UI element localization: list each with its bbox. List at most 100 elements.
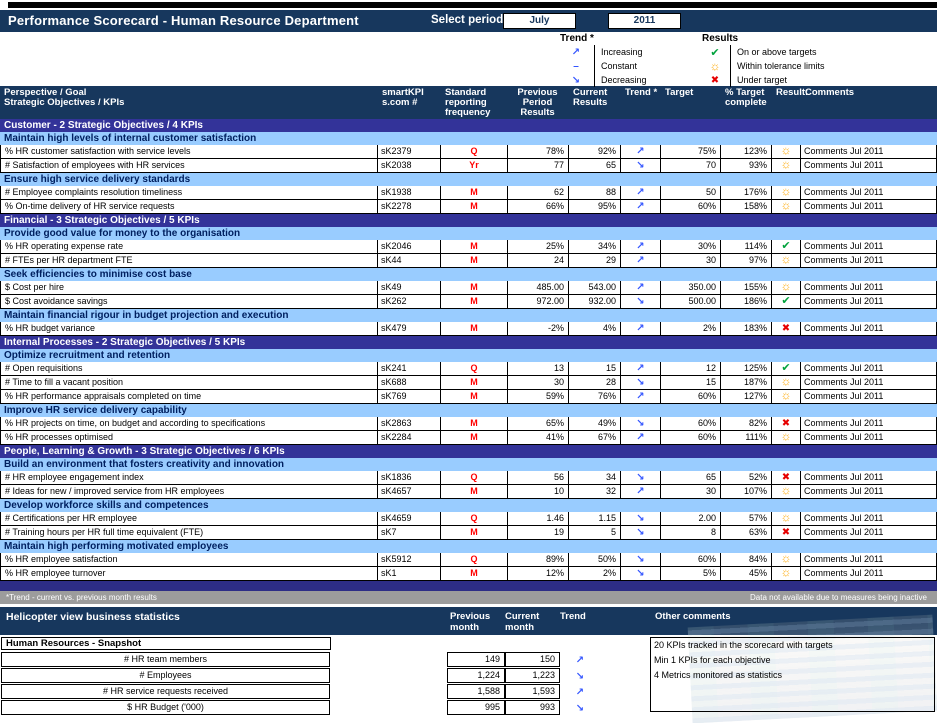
kpi-current-cell[interactable]: 92% xyxy=(569,145,621,158)
kpi-previous-cell[interactable]: 25% xyxy=(508,240,569,253)
kpi-current-cell[interactable]: 49% xyxy=(569,417,621,430)
kpi-current-cell[interactable]: 67% xyxy=(569,431,621,444)
kpi-target-complete-cell[interactable]: 52% xyxy=(721,471,772,484)
kpi-comments-cell[interactable]: Comments Jul 2011 xyxy=(801,526,937,539)
stat-previous-cell[interactable]: 149 xyxy=(447,652,505,667)
kpi-name-cell[interactable]: # Ideas for new / improved service from … xyxy=(0,485,378,498)
kpi-frequency-cell[interactable]: M xyxy=(441,295,508,308)
kpi-previous-cell[interactable]: 59% xyxy=(508,390,569,403)
kpi-comments-cell[interactable]: Comments Jul 2011 xyxy=(801,145,937,158)
kpi-comments-cell[interactable]: Comments Jul 2011 xyxy=(801,390,937,403)
kpi-target-cell[interactable]: 500.00 xyxy=(661,295,721,308)
kpi-target-cell[interactable]: 30% xyxy=(661,240,721,253)
kpi-target-complete-cell[interactable]: 63% xyxy=(721,526,772,539)
kpi-frequency-cell[interactable]: Q xyxy=(441,362,508,375)
kpi-current-cell[interactable]: 5 xyxy=(569,526,621,539)
kpi-current-cell[interactable]: 65 xyxy=(569,159,621,172)
kpi-previous-cell[interactable]: 13 xyxy=(508,362,569,375)
kpi-id-cell[interactable]: sK2379 xyxy=(378,145,441,158)
kpi-name-cell[interactable]: $ Cost per hire xyxy=(0,281,378,294)
kpi-comments-cell[interactable]: Comments Jul 2011 xyxy=(801,295,937,308)
kpi-frequency-cell[interactable]: M xyxy=(441,431,508,444)
kpi-frequency-cell[interactable]: M xyxy=(441,485,508,498)
kpi-current-cell[interactable]: 50% xyxy=(569,553,621,566)
kpi-target-complete-cell[interactable]: 97% xyxy=(721,254,772,267)
kpi-comments-cell[interactable]: Comments Jul 2011 xyxy=(801,376,937,389)
kpi-target-cell[interactable]: 60% xyxy=(661,431,721,444)
kpi-name-cell[interactable]: % On-time delivery of HR service request… xyxy=(0,200,378,213)
kpi-name-cell[interactable]: % HR operating expense rate xyxy=(0,240,378,253)
kpi-frequency-cell[interactable]: Q xyxy=(441,471,508,484)
kpi-id-cell[interactable]: sK1 xyxy=(378,567,441,580)
kpi-previous-cell[interactable]: 19 xyxy=(508,526,569,539)
kpi-target-cell[interactable]: 60% xyxy=(661,200,721,213)
kpi-current-cell[interactable]: 4% xyxy=(569,322,621,335)
kpi-target-complete-cell[interactable]: 127% xyxy=(721,390,772,403)
kpi-id-cell[interactable]: sK262 xyxy=(378,295,441,308)
kpi-target-complete-cell[interactable]: 176% xyxy=(721,186,772,199)
kpi-name-cell[interactable]: % HR employee turnover xyxy=(0,567,378,580)
kpi-comments-cell[interactable]: Comments Jul 2011 xyxy=(801,567,937,580)
kpi-current-cell[interactable]: 34% xyxy=(569,240,621,253)
kpi-previous-cell[interactable]: 485.00 xyxy=(508,281,569,294)
period-year-select[interactable]: 2011 xyxy=(608,13,681,29)
kpi-frequency-cell[interactable]: Q xyxy=(441,553,508,566)
kpi-comments-cell[interactable]: Comments Jul 2011 xyxy=(801,200,937,213)
kpi-current-cell[interactable]: 2% xyxy=(569,567,621,580)
kpi-previous-cell[interactable]: 972.00 xyxy=(508,295,569,308)
kpi-current-cell[interactable]: 28 xyxy=(569,376,621,389)
kpi-target-complete-cell[interactable]: 57% xyxy=(721,512,772,525)
kpi-frequency-cell[interactable]: M xyxy=(441,240,508,253)
kpi-target-complete-cell[interactable]: 123% xyxy=(721,145,772,158)
kpi-previous-cell[interactable]: 65% xyxy=(508,417,569,430)
kpi-frequency-cell[interactable]: Yr xyxy=(441,159,508,172)
kpi-comments-cell[interactable]: Comments Jul 2011 xyxy=(801,512,937,525)
kpi-target-complete-cell[interactable]: 114% xyxy=(721,240,772,253)
kpi-id-cell[interactable]: sK2863 xyxy=(378,417,441,430)
kpi-current-cell[interactable]: 543.00 xyxy=(569,281,621,294)
kpi-name-cell[interactable]: $ Cost avoidance savings xyxy=(0,295,378,308)
kpi-previous-cell[interactable]: 1.46 xyxy=(508,512,569,525)
kpi-frequency-cell[interactable]: M xyxy=(441,322,508,335)
kpi-current-cell[interactable]: 34 xyxy=(569,471,621,484)
kpi-frequency-cell[interactable]: M xyxy=(441,417,508,430)
kpi-id-cell[interactable]: sK1836 xyxy=(378,471,441,484)
kpi-comments-cell[interactable]: Comments Jul 2011 xyxy=(801,254,937,267)
kpi-frequency-cell[interactable]: Q xyxy=(441,145,508,158)
kpi-target-cell[interactable]: 30 xyxy=(661,254,721,267)
kpi-frequency-cell[interactable]: M xyxy=(441,567,508,580)
kpi-name-cell[interactable]: % HR performance appraisals completed on… xyxy=(0,390,378,403)
kpi-target-complete-cell[interactable]: 186% xyxy=(721,295,772,308)
kpi-target-complete-cell[interactable]: 84% xyxy=(721,553,772,566)
kpi-name-cell[interactable]: # HR employee engagement index xyxy=(0,471,378,484)
kpi-target-complete-cell[interactable]: 158% xyxy=(721,200,772,213)
kpi-target-cell[interactable]: 5% xyxy=(661,567,721,580)
kpi-name-cell[interactable]: # Open requisitions xyxy=(0,362,378,375)
kpi-current-cell[interactable]: 29 xyxy=(569,254,621,267)
kpi-current-cell[interactable]: 95% xyxy=(569,200,621,213)
kpi-target-cell[interactable]: 60% xyxy=(661,417,721,430)
kpi-id-cell[interactable]: sK1938 xyxy=(378,186,441,199)
kpi-comments-cell[interactable]: Comments Jul 2011 xyxy=(801,485,937,498)
kpi-id-cell[interactable]: sK2278 xyxy=(378,200,441,213)
kpi-id-cell[interactable]: sK5912 xyxy=(378,553,441,566)
kpi-target-complete-cell[interactable]: 183% xyxy=(721,322,772,335)
kpi-id-cell[interactable]: sK49 xyxy=(378,281,441,294)
kpi-target-cell[interactable]: 60% xyxy=(661,390,721,403)
kpi-comments-cell[interactable]: Comments Jul 2011 xyxy=(801,431,937,444)
kpi-target-cell[interactable]: 350.00 xyxy=(661,281,721,294)
kpi-frequency-cell[interactable]: M xyxy=(441,254,508,267)
kpi-target-complete-cell[interactable]: 82% xyxy=(721,417,772,430)
kpi-current-cell[interactable]: 76% xyxy=(569,390,621,403)
kpi-previous-cell[interactable]: 10 xyxy=(508,485,569,498)
kpi-id-cell[interactable]: sK2046 xyxy=(378,240,441,253)
stat-label-cell[interactable]: # Employees xyxy=(1,668,330,683)
kpi-target-cell[interactable]: 60% xyxy=(661,553,721,566)
kpi-comments-cell[interactable]: Comments Jul 2011 xyxy=(801,553,937,566)
stat-current-cell[interactable]: 1,223 xyxy=(505,668,560,683)
kpi-target-cell[interactable]: 2% xyxy=(661,322,721,335)
kpi-previous-cell[interactable]: 56 xyxy=(508,471,569,484)
kpi-comments-cell[interactable]: Comments Jul 2011 xyxy=(801,362,937,375)
kpi-name-cell[interactable]: # Training hours per HR full time equiva… xyxy=(0,526,378,539)
kpi-previous-cell[interactable]: 89% xyxy=(508,553,569,566)
